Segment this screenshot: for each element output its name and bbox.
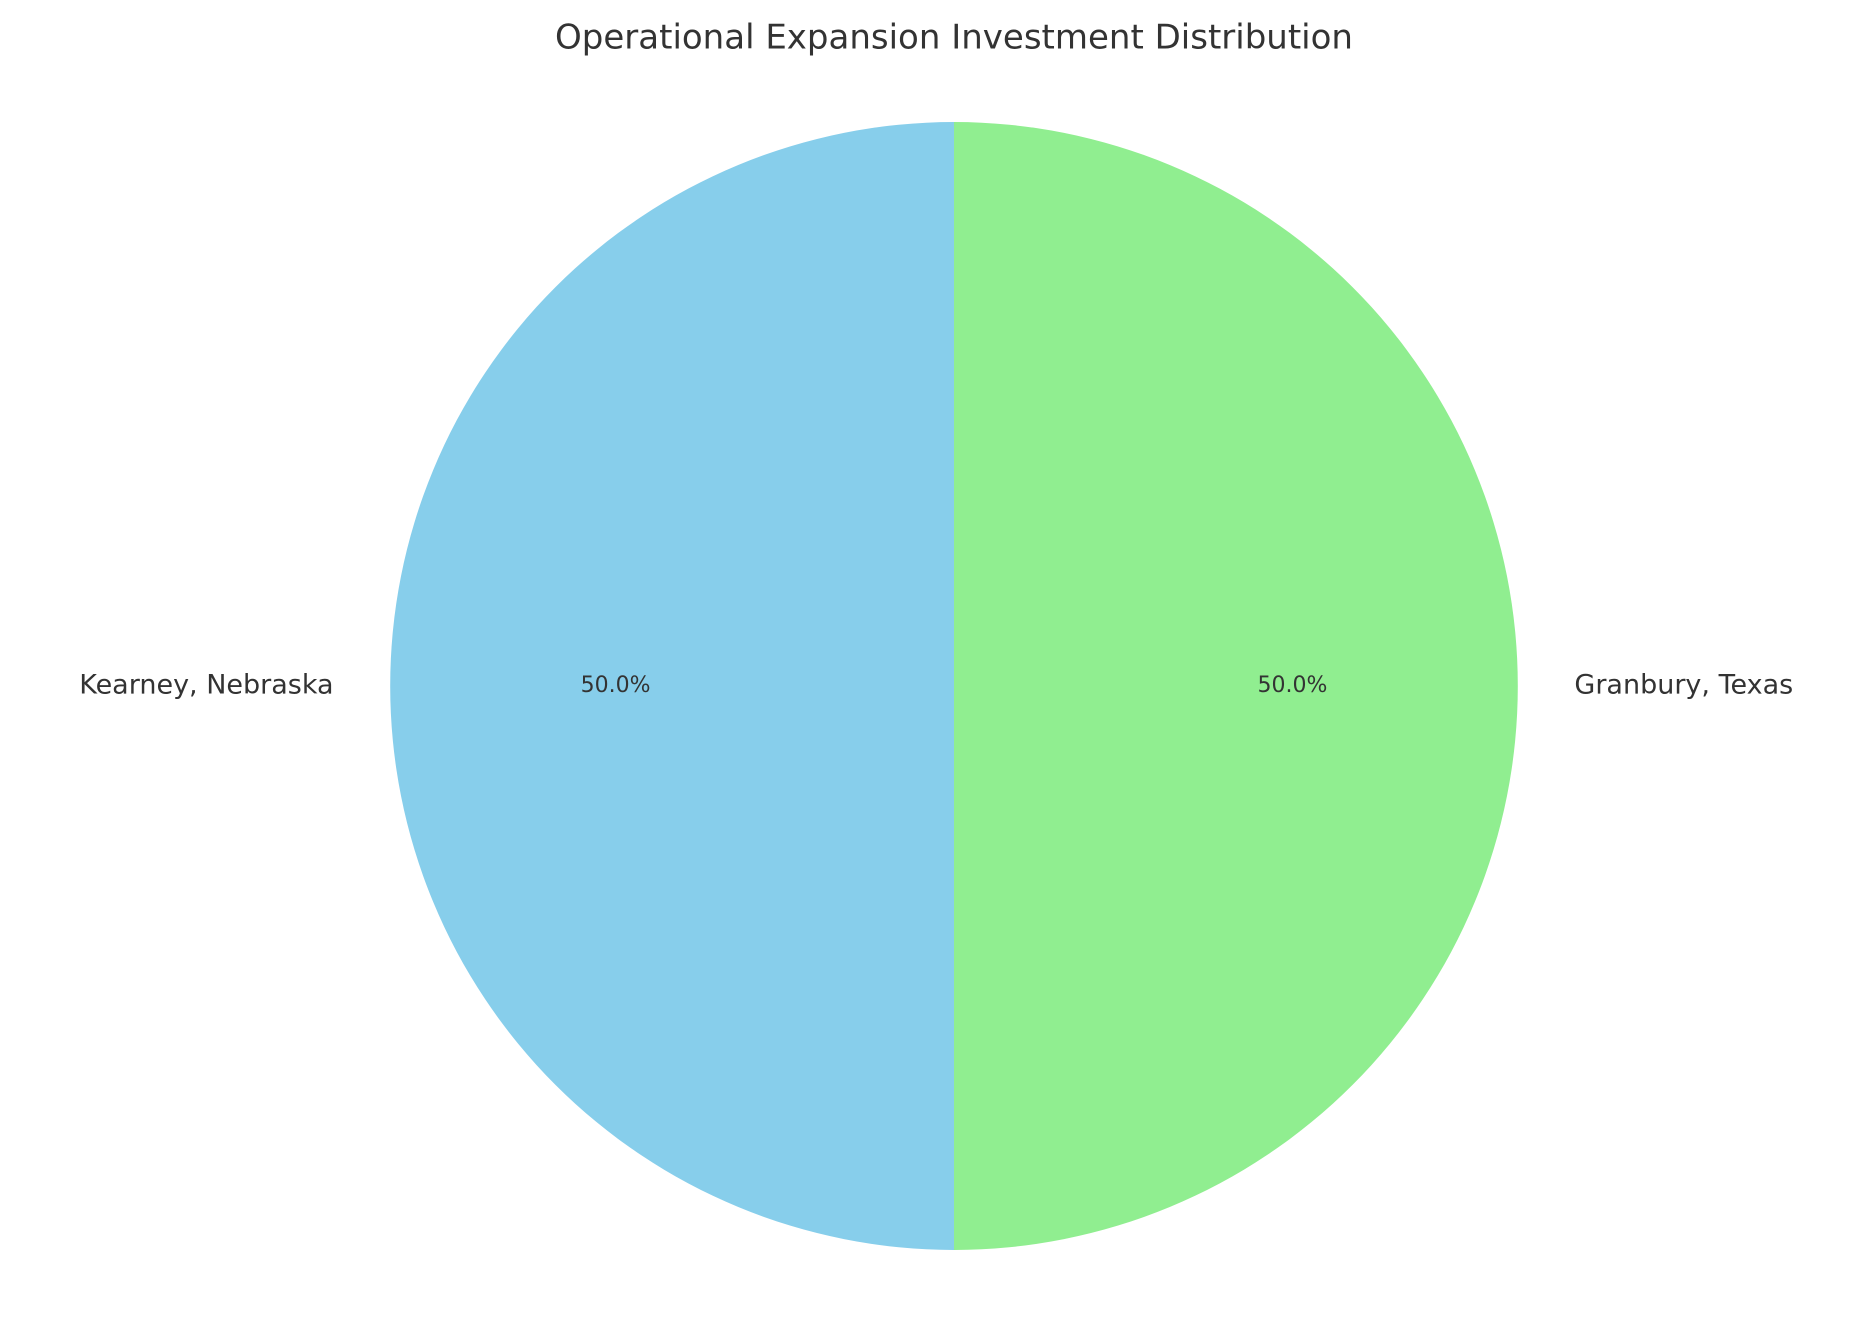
slice-label: Granbury, Texas	[1574, 670, 1793, 701]
slice-label: Kearney, Nebraska	[79, 670, 333, 701]
value-label: 50.0%	[1257, 673, 1327, 698]
chart-title: Operational Expansion Investment Distrib…	[555, 18, 1353, 58]
pie-slice	[954, 122, 1518, 1250]
value-label: 50.0%	[581, 673, 651, 698]
pie-slice	[390, 122, 954, 1250]
